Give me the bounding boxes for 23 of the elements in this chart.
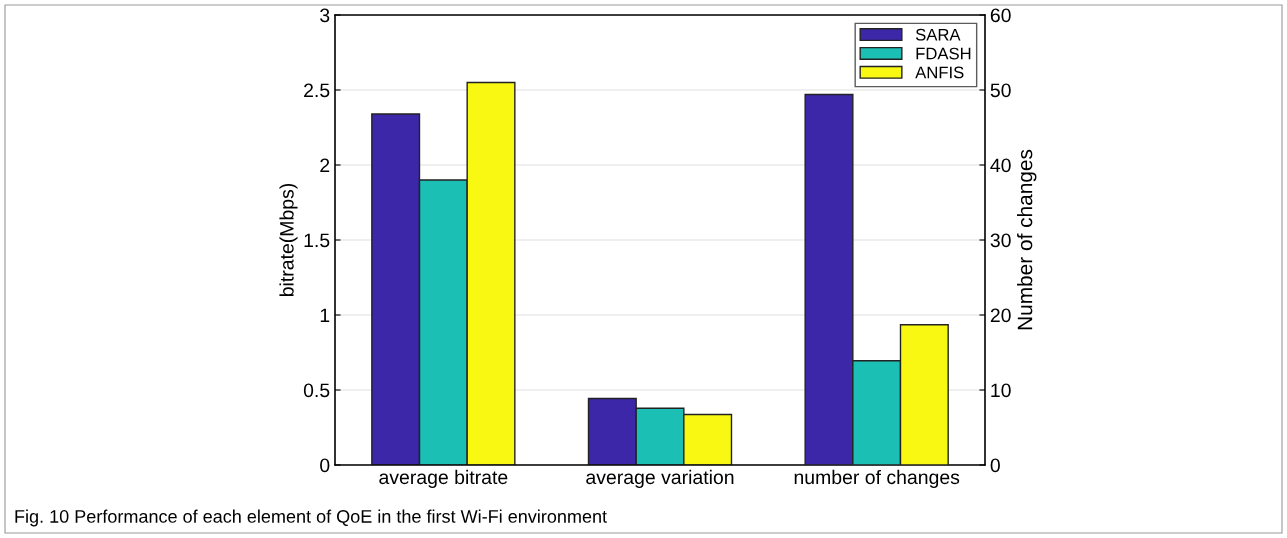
y-axis-title: bitrate(Mbps) [279, 183, 298, 297]
legend-label: FDASH [916, 47, 971, 60]
y2-tick-label: 50 [990, 83, 1011, 98]
y2-tick-label: 10 [991, 383, 1011, 398]
y-tick-label: 2 [320, 158, 330, 173]
y-tick-label: 1.5 [304, 233, 330, 248]
legend-label: SARA [915, 28, 961, 41]
caption: Fig. 10 Performance of each element of QoE in the first Wi-Fi environment [15, 509, 607, 527]
y-tick-label: 0 [320, 458, 330, 473]
x-tick-label: average bitrate [379, 469, 508, 488]
y-tick-label: 1 [320, 308, 330, 323]
y-tick-label: 0.5 [303, 383, 330, 398]
x-tick-label: number of changes [794, 469, 960, 488]
y2-tick-label: 40 [990, 158, 1011, 173]
y2-tick-label: 30 [990, 233, 1011, 248]
y-tick-label: 2.5 [304, 83, 330, 98]
x-tick-label: average variation [586, 469, 734, 488]
y-tick-label: 3 [320, 8, 330, 23]
y2-axis-title: Number of changes [1017, 149, 1037, 330]
y2-tick-label: 20 [990, 308, 1011, 323]
y2-tick-label: 60 [990, 8, 1011, 23]
y2-tick-label: 0 [990, 458, 1000, 473]
legend-label: ANFIS [915, 66, 964, 79]
